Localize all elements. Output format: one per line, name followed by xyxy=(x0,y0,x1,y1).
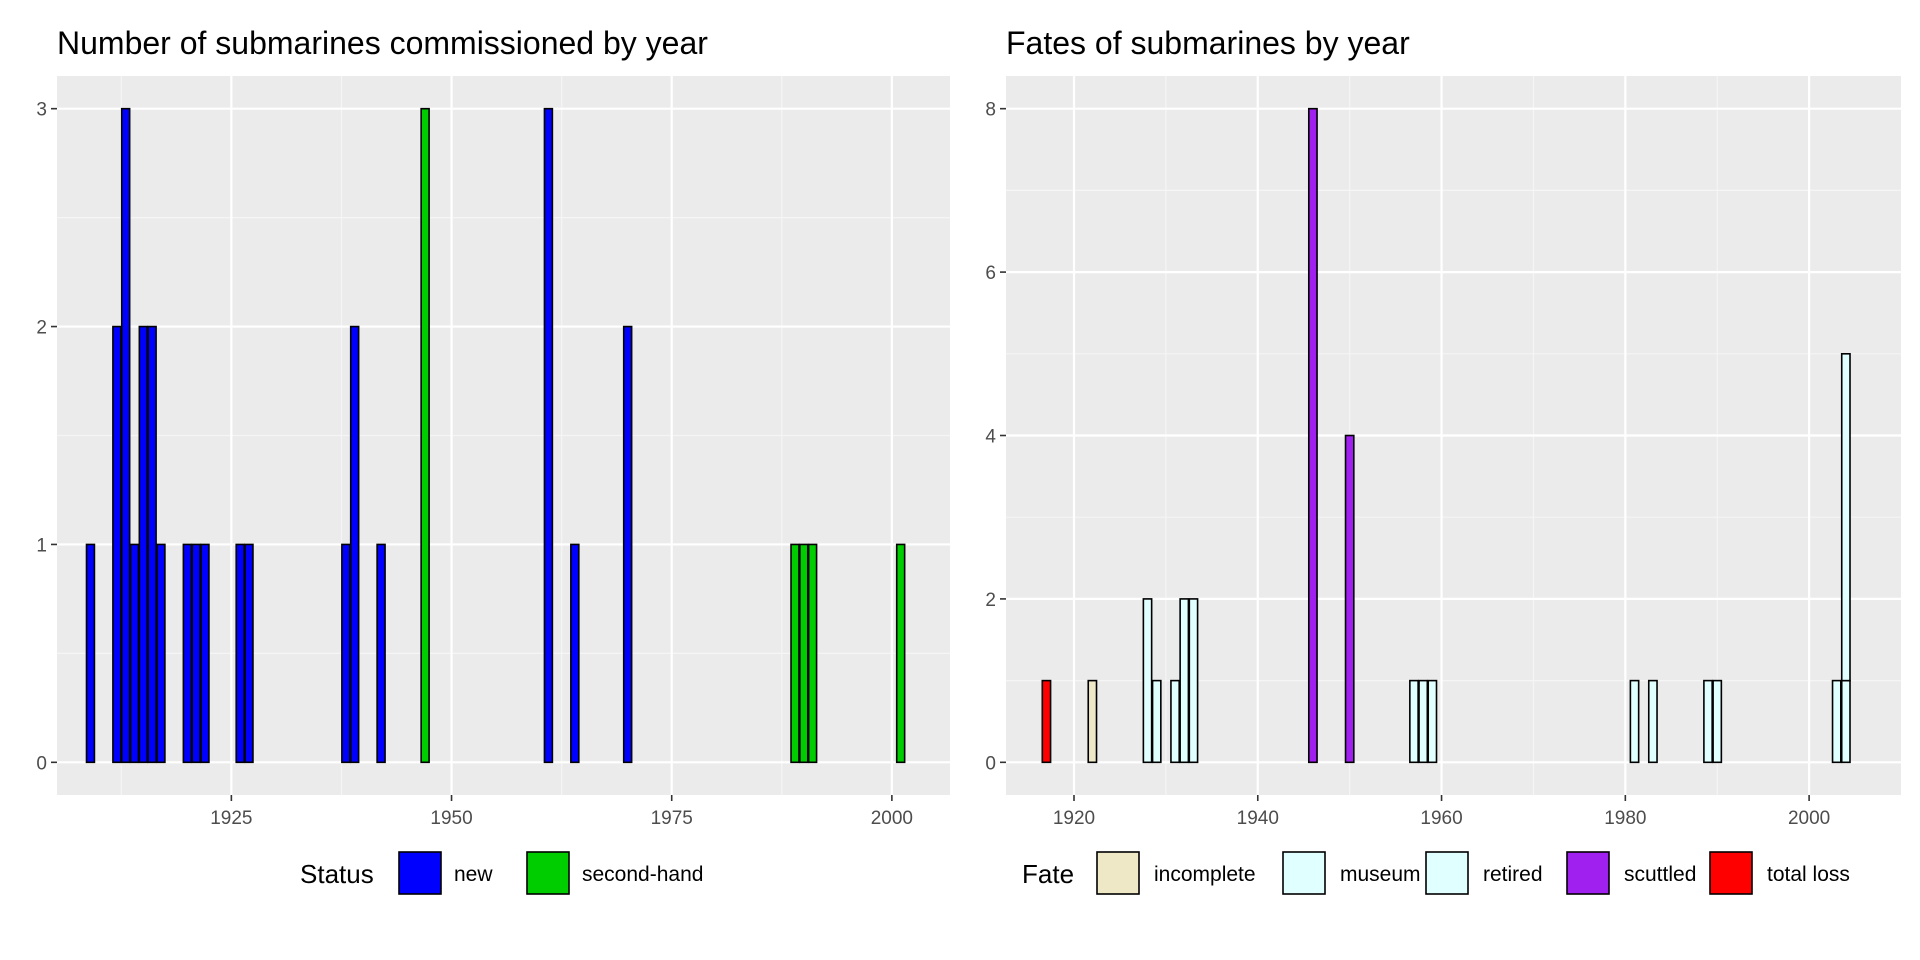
left-legend-label-new: new xyxy=(454,863,493,886)
left-bar-second-hand xyxy=(807,543,818,764)
left-y-tick-label: 1 xyxy=(36,535,47,556)
left-bar-new xyxy=(120,107,131,764)
right-legend-swatch-scuttled xyxy=(1566,851,1610,895)
left-bar-new xyxy=(200,543,210,764)
left-bar-new xyxy=(85,543,96,764)
right-bar-total-loss xyxy=(1041,679,1052,764)
right-bar-retired xyxy=(1427,679,1438,764)
left-legend-swatch-second-hand xyxy=(526,851,570,895)
right-x-tick-label: 2000 xyxy=(1788,808,1830,829)
left-bar-new xyxy=(376,543,386,764)
right-legend-label-total-loss: total loss xyxy=(1767,863,1850,886)
left-bar-new xyxy=(235,543,245,764)
right-legend-swatch-museum xyxy=(1282,851,1326,895)
left-legend-label-second-hand: second-hand xyxy=(582,863,703,886)
right-bar-retired xyxy=(1840,352,1851,682)
right-legend-label-incomplete: incomplete xyxy=(1154,863,1256,886)
right-bar-retired xyxy=(1151,679,1162,764)
right-x-tick-label: 1980 xyxy=(1604,808,1646,829)
right-y-tick-label: 6 xyxy=(985,263,996,284)
left-bar-new xyxy=(112,325,122,764)
right-bar-retired xyxy=(1712,679,1723,764)
right-bar-retired xyxy=(1647,679,1658,764)
left-bar-second-hand xyxy=(895,543,906,764)
left-bar-new xyxy=(156,543,166,764)
left-bar-new xyxy=(147,325,157,764)
left-legend-swatch-new xyxy=(398,851,442,895)
left-legend-title: Status xyxy=(300,859,374,889)
right-y-tick-label: 2 xyxy=(985,590,996,611)
right-x-tick-label: 1920 xyxy=(1053,808,1095,829)
right-bar-retired xyxy=(1170,679,1181,764)
right-legend-label-museum: museum xyxy=(1340,863,1421,886)
left-bar-second-hand xyxy=(799,543,809,764)
left-chart-title: Number of submarines commissioned by yea… xyxy=(57,25,708,61)
right-y-tick-label: 0 xyxy=(985,753,996,774)
right-bar-retired xyxy=(1179,598,1190,764)
right-legend-label-retired: retired xyxy=(1483,863,1543,886)
left-x-tick-label: 1975 xyxy=(651,808,693,829)
left-bar-new xyxy=(570,543,580,764)
right-bar-scuttled xyxy=(1307,107,1318,764)
right-bar-scuttled xyxy=(1344,434,1355,764)
left-bar-new xyxy=(543,107,554,764)
left-y-tick-label: 3 xyxy=(36,100,47,121)
left-bar-second-hand xyxy=(790,543,800,764)
right-bar-retired xyxy=(1409,679,1419,764)
left-x-tick-label: 1925 xyxy=(210,808,252,829)
left-bar-new xyxy=(129,543,140,764)
left-y-tick-label: 0 xyxy=(36,753,47,774)
left-x-tick-label: 1950 xyxy=(430,808,472,829)
right-bar-retired xyxy=(1629,679,1640,764)
left-bar-new xyxy=(349,325,360,764)
left-panel: 0 1 2 3 1925 1950 1975 2000 Status new second-hand xyxy=(36,76,950,895)
right-bar-retired xyxy=(1703,679,1713,764)
left-x-tick-label: 2000 xyxy=(871,808,913,829)
right-x-tick-label: 1940 xyxy=(1237,808,1279,829)
right-bar-incomplete xyxy=(1087,679,1098,764)
right-bar-retired xyxy=(1418,679,1429,764)
left-bar-new xyxy=(244,543,254,764)
left-bar-new xyxy=(341,543,351,764)
right-legend-title: Fate xyxy=(1022,859,1074,889)
left-y-tick-label: 2 xyxy=(36,318,47,339)
right-x-tick-label: 1960 xyxy=(1420,808,1462,829)
right-legend-swatch-incomplete xyxy=(1096,851,1140,895)
left-bar-new xyxy=(622,325,633,764)
left-bar-new xyxy=(191,543,201,764)
right-bar-retired xyxy=(1831,679,1842,764)
right-chart-title: Fates of submarines by year xyxy=(1006,25,1410,61)
right-bar-retired xyxy=(1142,598,1153,764)
left-bar-new xyxy=(182,543,193,764)
right-bar-retired xyxy=(1188,598,1199,764)
right-legend-swatch-retired xyxy=(1425,851,1469,895)
right-panel: 0 2 4 6 8 1920 1940 1960 1980 2000 Fate incomplete m… xyxy=(985,76,1901,895)
left-bar-new xyxy=(138,325,149,764)
right-legend-swatch-total-loss xyxy=(1709,851,1753,895)
right-y-tick-label: 8 xyxy=(985,100,996,121)
left-bar-second-hand xyxy=(420,107,430,764)
right-y-tick-label: 4 xyxy=(985,427,996,448)
right-bar-museum xyxy=(1840,679,1851,764)
right-legend-label-scuttled: scuttled xyxy=(1624,863,1696,886)
